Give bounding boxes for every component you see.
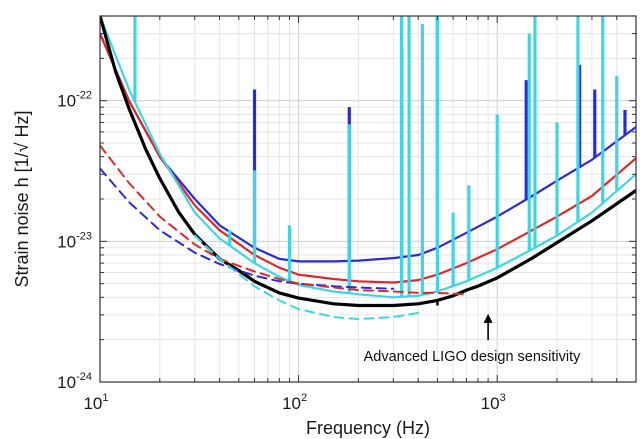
- x-tick-label: 102: [282, 392, 307, 413]
- y-axis-title: Strain noise h [1/√ Hz]: [12, 111, 32, 288]
- annotation-label: Advanced LIGO design sensitivity: [364, 349, 582, 365]
- series-group: [100, 16, 636, 319]
- x-axis-title: Frequency (Hz): [306, 418, 430, 438]
- x-tick-label: 103: [481, 392, 506, 413]
- y-tick-label: 10-22: [57, 90, 92, 111]
- y-tick-label: 10-23: [57, 230, 92, 251]
- y-tick-label: 10-24: [57, 371, 92, 392]
- x-tick-label: 101: [83, 392, 108, 413]
